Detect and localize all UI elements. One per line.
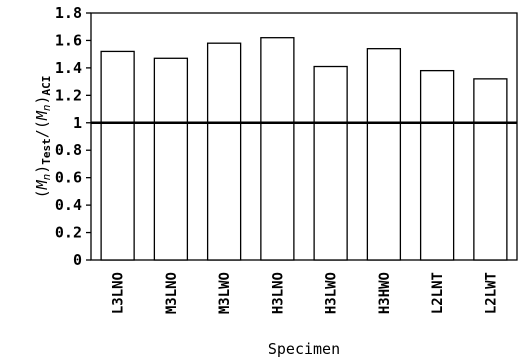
x-category-label: M3LNO <box>164 272 180 314</box>
bar-l2lwt <box>473 78 508 261</box>
y-tick-label: 0.2 <box>55 224 82 242</box>
x-category-label: H3LNO <box>270 272 286 314</box>
bar-h3hwo <box>366 48 402 261</box>
y-tick-label: 1.8 <box>55 4 82 22</box>
y-tick-label: 0.8 <box>55 141 82 159</box>
x-category-label: L2LNT <box>430 272 446 314</box>
y-tick-label: 1.4 <box>55 59 82 77</box>
y-tick-label: 0.6 <box>55 169 82 187</box>
x-category-label: H3HWO <box>377 272 393 314</box>
x-category-label: L3LNO <box>111 272 127 314</box>
bar-series <box>100 37 508 261</box>
x-axis-title: Specimen <box>268 340 340 358</box>
bar-h3lwo <box>313 65 348 261</box>
x-category-label: L2LWT <box>483 272 499 314</box>
bar-l3lno <box>100 50 135 261</box>
x-category-label: H3LWO <box>324 272 340 314</box>
y-axis-ticks: 0 0.2 0.4 0.6 0.8 1 1.2 1.4 1.6 1.8 <box>55 4 91 269</box>
y-tick-label: 1.6 <box>55 31 82 49</box>
x-axis-category-labels: L3LNO M3LNO M3LWO H3LNO H3LWO H3HWO L2LNT L2LWT <box>111 272 500 314</box>
x-category-label: M3LWO <box>217 272 233 314</box>
bar-m3lno <box>153 57 189 261</box>
plot-area-frame <box>90 12 518 261</box>
bar-l2lnt <box>419 69 455 261</box>
y-tick-label: 1 <box>73 114 82 132</box>
bar-m3lwo <box>206 42 242 261</box>
y-tick-label: 0.4 <box>55 196 82 214</box>
y-tick-label: 1.2 <box>55 86 82 104</box>
bar-h3lno <box>260 37 295 261</box>
y-tick-label: 0 <box>73 251 82 269</box>
y-axis-title: (Mn)Test/(Mn)ACI <box>33 76 53 199</box>
